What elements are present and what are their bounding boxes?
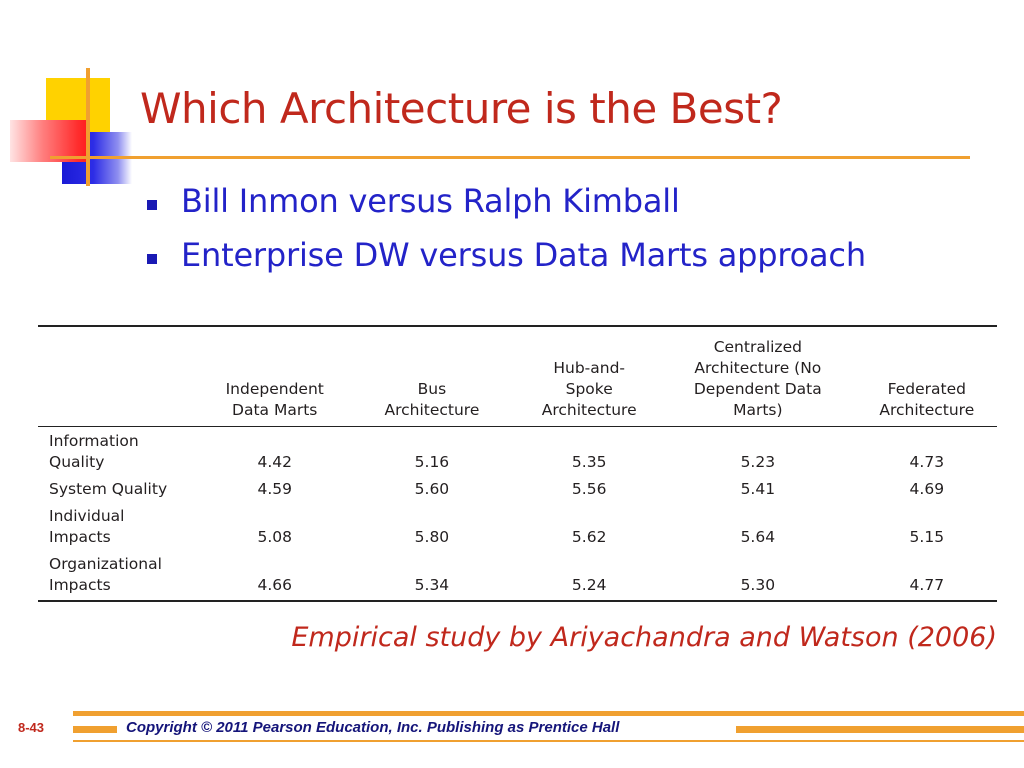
footer-rule-left <box>73 726 117 733</box>
table-cell: 5.15 <box>909 528 945 546</box>
table-cell: 5.08 <box>257 528 292 546</box>
slide-title: Which Architecture is the Best? <box>140 84 783 133</box>
table-cell: 5.62 <box>571 528 607 546</box>
bullet-square-icon <box>147 200 157 210</box>
footer-rule-bottom <box>73 740 1024 742</box>
red-square-decoration <box>10 120 90 162</box>
results-table-wrapper: Independent Data Marts Bus Architecture … <box>38 325 997 602</box>
table-cell: 5.60 <box>414 480 450 498</box>
column-header: Federated Architecture <box>879 380 975 419</box>
table-cell: 5.80 <box>414 528 450 546</box>
table-header-row: Independent Data Marts Bus Architecture … <box>38 327 997 426</box>
table-cell: 4.59 <box>257 480 292 498</box>
table-cell: 5.34 <box>414 576 450 594</box>
table-row: Information Quality 4.42 5.16 5.35 5.23 … <box>38 427 997 474</box>
table-cell: 5.56 <box>571 480 607 498</box>
table-header-rule <box>38 426 997 427</box>
table-cell: 5.35 <box>571 453 607 471</box>
table-row: Organizational Impacts 4.66 5.34 5.24 5.… <box>38 550 997 600</box>
column-header <box>38 327 205 426</box>
citation-text: Empirical study by Ariyachandra and Wats… <box>291 622 997 653</box>
slide-number: 8-43 <box>18 720 45 735</box>
copyright-text: Copyright © 2011 Pearson Education, Inc.… <box>126 719 620 736</box>
footer-rule-top <box>73 711 1024 716</box>
table-cell: 5.64 <box>740 528 776 546</box>
column-header: Independent Data Marts <box>225 380 324 419</box>
decorative-logo <box>0 0 150 200</box>
results-table: Independent Data Marts Bus Architecture … <box>38 327 997 600</box>
row-label: Information Quality <box>49 432 139 471</box>
row-label: Organizational Impacts <box>49 555 162 594</box>
table-row: Individual Impacts 5.08 5.80 5.62 5.64 5… <box>38 502 997 550</box>
bullet-text: Bill Inmon versus Ralph Kimball <box>181 182 680 220</box>
vertical-accent-line <box>86 68 90 186</box>
table-cell: 4.66 <box>257 576 292 594</box>
table-cell: 4.73 <box>909 453 945 471</box>
bullet-square-icon <box>147 254 157 264</box>
table-top-rule <box>38 325 997 327</box>
footer-rule-right <box>736 726 1024 733</box>
table-cell: 5.41 <box>740 480 776 498</box>
column-header: Bus Architecture <box>384 380 480 419</box>
table-cell: 5.30 <box>740 576 776 594</box>
column-header: Centralized Architecture (No Dependent D… <box>693 338 822 419</box>
table-cell: 5.16 <box>414 453 450 471</box>
table-cell: 4.69 <box>909 480 945 498</box>
table-row: System Quality 4.59 5.60 5.56 5.41 4.69 <box>38 474 997 502</box>
table-cell: 5.24 <box>571 576 607 594</box>
row-label: Individual Impacts <box>49 507 125 546</box>
table-bottom-rule <box>38 600 997 602</box>
title-underline <box>50 156 970 159</box>
table-cell: 5.23 <box>740 453 776 471</box>
row-label: System Quality <box>49 480 168 498</box>
table-cell: 4.77 <box>909 576 945 594</box>
table-cell: 4.42 <box>257 453 292 471</box>
bullet-text: Enterprise DW versus Data Marts approach <box>181 236 866 274</box>
column-header: Hub-and-Spoke Architecture <box>541 359 637 419</box>
